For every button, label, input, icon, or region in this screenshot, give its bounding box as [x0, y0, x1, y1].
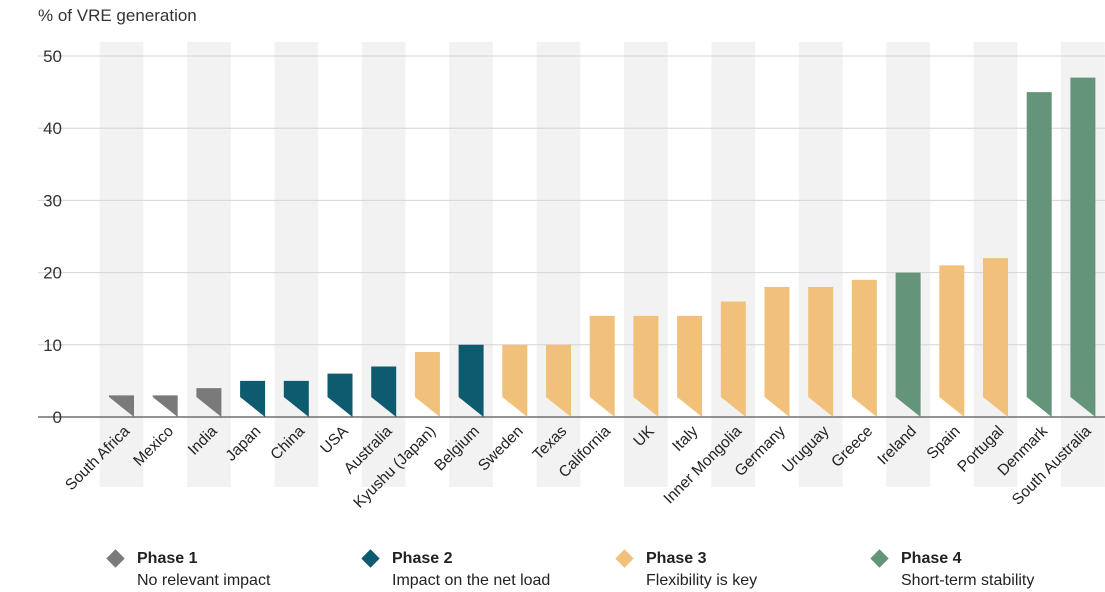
column-band [361, 42, 406, 487]
bar [327, 373, 353, 417]
y-tick-label: 50 [43, 47, 62, 66]
bar [983, 258, 1008, 417]
column-band [536, 42, 581, 487]
bar [109, 395, 134, 417]
bar [546, 344, 571, 417]
bar [240, 380, 266, 417]
column-band [886, 42, 930, 487]
legend-item-phase-1: Phase 1 No relevant impact [106, 548, 271, 592]
phase-1-swatch [106, 549, 125, 568]
gridlines [38, 55, 1105, 418]
bar [720, 301, 746, 417]
bar [589, 315, 615, 417]
bar [808, 287, 834, 417]
y-tick-label: 30 [43, 191, 62, 210]
legend-item-phase-4: Phase 4 Short-term stability [870, 548, 1035, 592]
phase-4-swatch [870, 549, 889, 568]
bar [851, 279, 877, 417]
y-tick-label: 20 [43, 264, 62, 283]
column-bands [99, 42, 1105, 487]
bar [764, 287, 790, 417]
bar [414, 352, 440, 417]
bar [633, 315, 659, 417]
bar [677, 315, 703, 417]
y-tick-label: 10 [43, 336, 62, 355]
bar [1070, 77, 1096, 417]
column-band [798, 42, 843, 487]
phase-2-swatch [361, 549, 380, 568]
legend-phase-2-name: Phase 2 [392, 550, 453, 567]
column-band [187, 42, 231, 487]
bar [458, 344, 484, 417]
legend-item-phase-3: Phase 3 Flexibility is key [615, 548, 758, 592]
column-band [274, 42, 319, 487]
legend-phase-1-desc: No relevant impact [137, 572, 271, 589]
bar [152, 395, 178, 417]
legend-phase-1-name: Phase 1 [137, 550, 198, 567]
bar [895, 272, 921, 417]
legend-item-phase-2: Phase 2 Impact on the net load [361, 548, 551, 592]
x-tick-label: USA [317, 422, 352, 457]
column-band [99, 42, 144, 487]
bar [371, 366, 397, 417]
bar [502, 344, 528, 417]
column-band [624, 42, 668, 487]
column-band [711, 42, 756, 487]
bar [196, 388, 222, 417]
legend-phase-3-name: Phase 3 [646, 550, 707, 567]
x-tick-label: Italy [669, 423, 701, 455]
legend: Phase 1 No relevant impact Phase 2 Impac… [0, 548, 1105, 591]
legend-phase-3-desc: Flexibility is key [646, 572, 758, 589]
bar [939, 265, 965, 417]
legend-phase-4-desc: Short-term stability [901, 572, 1035, 589]
y-tick-label: 40 [43, 119, 62, 138]
column-band [449, 42, 493, 487]
legend-phase-2-desc: Impact on the net load [392, 572, 551, 589]
y-tick-label: 0 [53, 408, 62, 427]
bar [1026, 92, 1052, 417]
y-tick-labels: 0 10 20 30 40 50 [43, 47, 62, 427]
y-axis-title: % of VRE generation [38, 6, 197, 25]
legend-phase-4-name: Phase 4 [901, 550, 962, 567]
phase-3-swatch [615, 549, 634, 568]
bar [283, 380, 309, 417]
bars [109, 77, 1096, 417]
